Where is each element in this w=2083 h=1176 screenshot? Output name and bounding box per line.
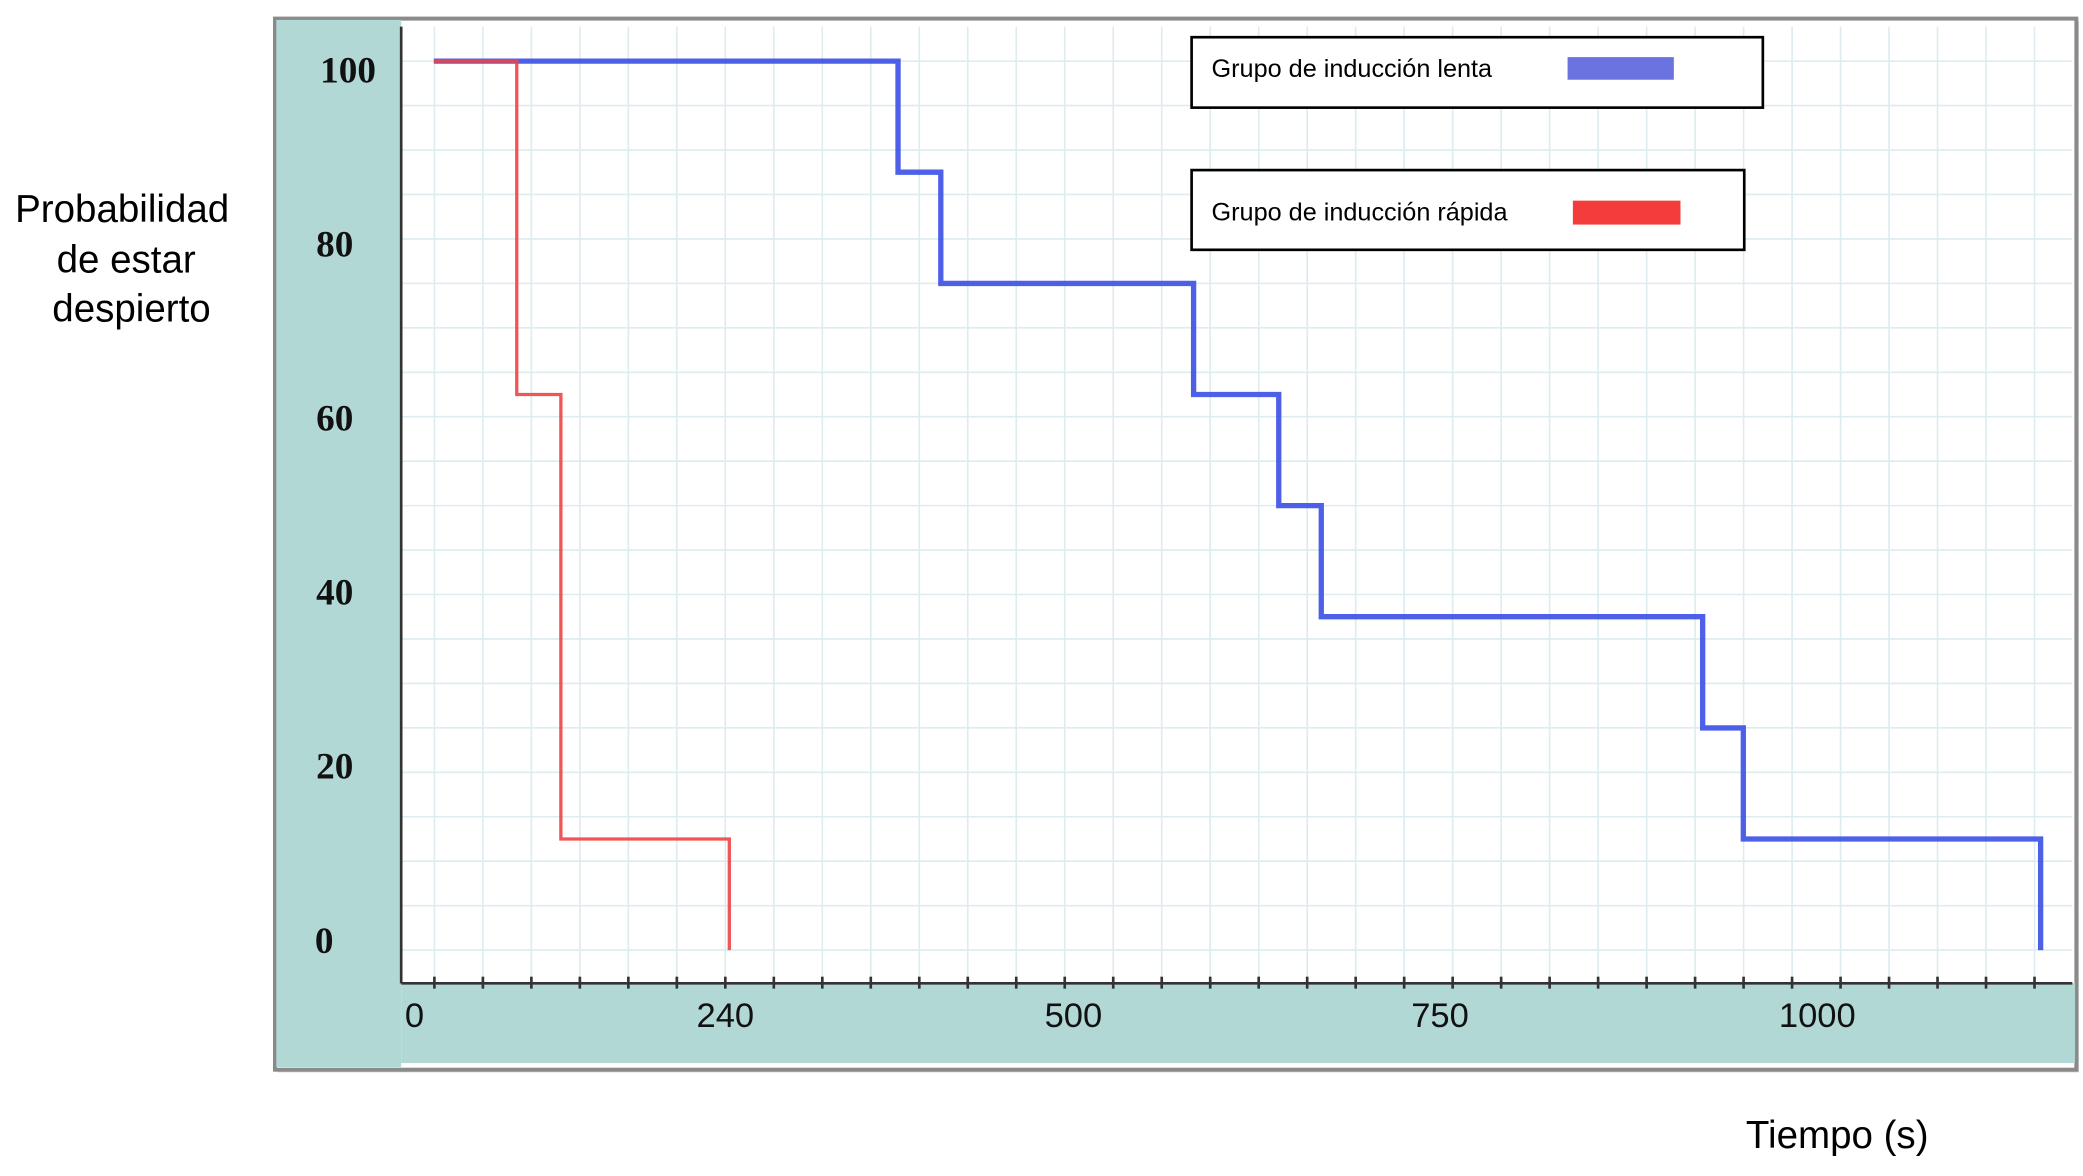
legend-entry-slow: Grupo de inducción lenta [1190,35,1765,109]
x-axis-title: Tiempo (s) [1746,1114,1929,1157]
y-axis-title: Probabilidad de estar despierto [15,188,240,331]
x-tick-label: 1000 [1779,997,1856,1035]
legend-entry-fast: Grupo de inducción rápida [1190,168,1746,252]
legend-label: Grupo de inducción rápida [1212,199,1509,227]
y-axis-title-line: Probabilidad [15,188,229,231]
series-line-rapida [433,59,731,951]
y-axis-title-line: despierto [52,288,210,331]
x-tick-labels: 0 240 500 750 1000 [405,997,1856,1035]
y-tick-label: 100 [320,50,376,91]
y-tick-label: 40 [316,573,353,614]
x-axis-band [401,983,2076,1064]
y-tick-label: 80 [316,224,353,265]
y-tick-label: 20 [316,747,353,788]
legend-swatch [1567,57,1674,80]
y-tick-labels: 100 80 60 40 20 0 [315,50,376,961]
series-group [433,58,2044,951]
x-tick-marks [433,976,2036,989]
chart-frame [272,16,2079,1072]
y-axis-title-line: de estar [57,238,196,281]
series-line-lenta [433,58,2044,951]
x-tick-label: 0 [405,997,424,1035]
legend-swatch [1572,200,1681,225]
y-tick-label: 0 [315,921,334,962]
x-tick-label: 240 [697,997,755,1035]
x-tick-label: 750 [1411,997,1469,1035]
y-tick-label: 60 [316,399,353,440]
x-tick-label: 500 [1045,997,1103,1035]
legend-label: Grupo de inducción lenta [1212,55,1493,83]
grid [402,26,2073,981]
y-axis-band [276,19,402,1068]
